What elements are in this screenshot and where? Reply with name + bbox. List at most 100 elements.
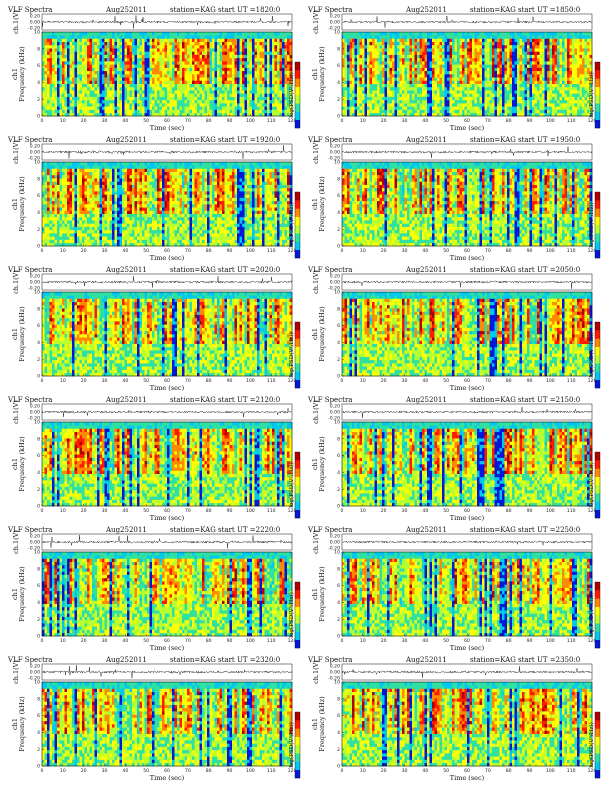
spectrogram-cell bbox=[354, 93, 358, 97]
spectrogram-cell bbox=[434, 38, 438, 42]
spectrogram-cell bbox=[214, 106, 218, 110]
spectrogram-cell bbox=[354, 70, 358, 75]
spectrogram-cell bbox=[84, 77, 88, 81]
spectrogram-cell bbox=[349, 54, 353, 59]
spectrogram-cell bbox=[204, 96, 208, 101]
spectrogram-cell bbox=[57, 70, 60, 75]
spectrogram-cell bbox=[504, 35, 508, 39]
spectrogram-cell bbox=[84, 70, 88, 75]
spectrogram-cell bbox=[554, 67, 558, 72]
spectrogram-cell bbox=[562, 106, 565, 110]
spectrogram-cell bbox=[264, 99, 268, 104]
spectrogram-cell bbox=[444, 35, 448, 39]
spectrogram-cell bbox=[254, 86, 258, 91]
spectrogram-cell bbox=[457, 35, 460, 39]
spectrogram-cell bbox=[537, 64, 540, 68]
spectrogram-cell bbox=[237, 86, 240, 91]
spectrogram-cell bbox=[104, 112, 108, 117]
spectrogram-cell bbox=[527, 32, 530, 36]
spectrogram-cell bbox=[152, 112, 155, 117]
spectrogram-cell bbox=[354, 83, 358, 88]
spectrogram-cell bbox=[402, 109, 405, 114]
spectrogram-cell bbox=[94, 93, 98, 97]
spectrogram-cell bbox=[517, 44, 520, 49]
spectrogram-cell bbox=[367, 35, 370, 39]
spectrogram-cell bbox=[262, 57, 265, 62]
spectrogram-cell bbox=[159, 57, 163, 62]
spectrogram-cell bbox=[164, 80, 168, 84]
spectrogram-cell bbox=[132, 48, 135, 52]
spectrogram-cell bbox=[479, 74, 483, 78]
spectrogram-cell bbox=[67, 67, 70, 72]
spectrogram-cell bbox=[287, 90, 290, 94]
spectrogram-cell bbox=[177, 64, 180, 68]
spectrogram-cell bbox=[399, 109, 403, 114]
spectrogram-cell bbox=[439, 61, 443, 65]
spectrogram-cell bbox=[269, 109, 273, 114]
spectrogram-cell bbox=[534, 93, 538, 97]
spectrogram-cell bbox=[532, 70, 535, 75]
spectrogram-cell bbox=[229, 51, 233, 55]
spectrogram-cell bbox=[427, 61, 430, 65]
spectrogram-cell bbox=[284, 96, 288, 101]
spectrogram-cell bbox=[187, 64, 190, 68]
spectrogram-cell bbox=[554, 96, 558, 101]
spectrogram-cell bbox=[422, 96, 425, 101]
spectrogram-cell bbox=[209, 103, 213, 107]
spectrogram-cell bbox=[542, 93, 545, 97]
spectrogram-cell bbox=[147, 54, 150, 59]
spectrogram-cell bbox=[67, 64, 70, 68]
spectrogram-cell bbox=[242, 67, 245, 72]
spectrogram-cell bbox=[144, 35, 148, 39]
spectrogram-cell bbox=[477, 35, 480, 39]
spectrogram-cell bbox=[394, 35, 398, 39]
spectrogram-cell bbox=[257, 86, 260, 91]
spectrogram-cell bbox=[359, 57, 363, 62]
spectrogram-cell bbox=[414, 64, 418, 68]
spectrogram-cell bbox=[357, 32, 360, 36]
spectrogram-cell bbox=[362, 103, 365, 107]
spectrogram-cell bbox=[254, 38, 258, 42]
spectrogram-cell bbox=[414, 86, 418, 91]
spectrogram-cell bbox=[94, 112, 98, 117]
spectrogram-cell bbox=[392, 80, 395, 84]
spectrogram-cell bbox=[399, 41, 403, 46]
spectrogram-cell bbox=[404, 41, 408, 46]
spectrogram-cell bbox=[234, 83, 238, 88]
spectrogram-cell bbox=[484, 74, 488, 78]
spectrogram-cell bbox=[267, 80, 270, 84]
spectrogram-cell bbox=[262, 99, 265, 104]
spectrogram-cell bbox=[474, 32, 478, 36]
spectrogram-cell bbox=[142, 109, 145, 114]
spectrogram-cell bbox=[424, 103, 428, 107]
spectrogram-cell bbox=[387, 61, 390, 65]
spectrogram-cell bbox=[159, 96, 163, 101]
spectrogram-cell bbox=[272, 48, 275, 52]
spectrogram-cell bbox=[437, 103, 440, 107]
spectrogram-cell bbox=[114, 103, 118, 107]
spectrogram-cell bbox=[107, 48, 110, 52]
spectrogram-cell bbox=[169, 61, 173, 65]
spectrogram-cell bbox=[139, 86, 143, 91]
spectrogram-cell bbox=[554, 41, 558, 46]
spectrogram-cell bbox=[117, 103, 120, 107]
spectrogram-cell bbox=[497, 99, 500, 104]
spectrogram-cell bbox=[254, 96, 258, 101]
spectrogram-cell bbox=[227, 35, 230, 39]
spectrogram-cell bbox=[147, 103, 150, 107]
spectrogram-cell bbox=[117, 99, 120, 104]
spectrogram-cell bbox=[87, 48, 90, 52]
spectrogram-cell bbox=[104, 90, 108, 94]
spectrogram-cell bbox=[59, 90, 63, 94]
spectrogram-cell bbox=[172, 67, 175, 72]
spectrogram-cell bbox=[542, 109, 545, 114]
spectrogram-cell bbox=[352, 99, 355, 104]
spectrogram-cell bbox=[449, 93, 453, 97]
spectrogram-cell bbox=[362, 48, 365, 52]
spectrogram-cell bbox=[412, 57, 415, 62]
spectrogram-cell bbox=[397, 35, 400, 39]
spectrogram-cell bbox=[349, 41, 353, 46]
spectrogram-cell bbox=[164, 57, 168, 62]
spectrogram-cell bbox=[129, 80, 133, 84]
spectrogram-cell bbox=[147, 51, 150, 55]
